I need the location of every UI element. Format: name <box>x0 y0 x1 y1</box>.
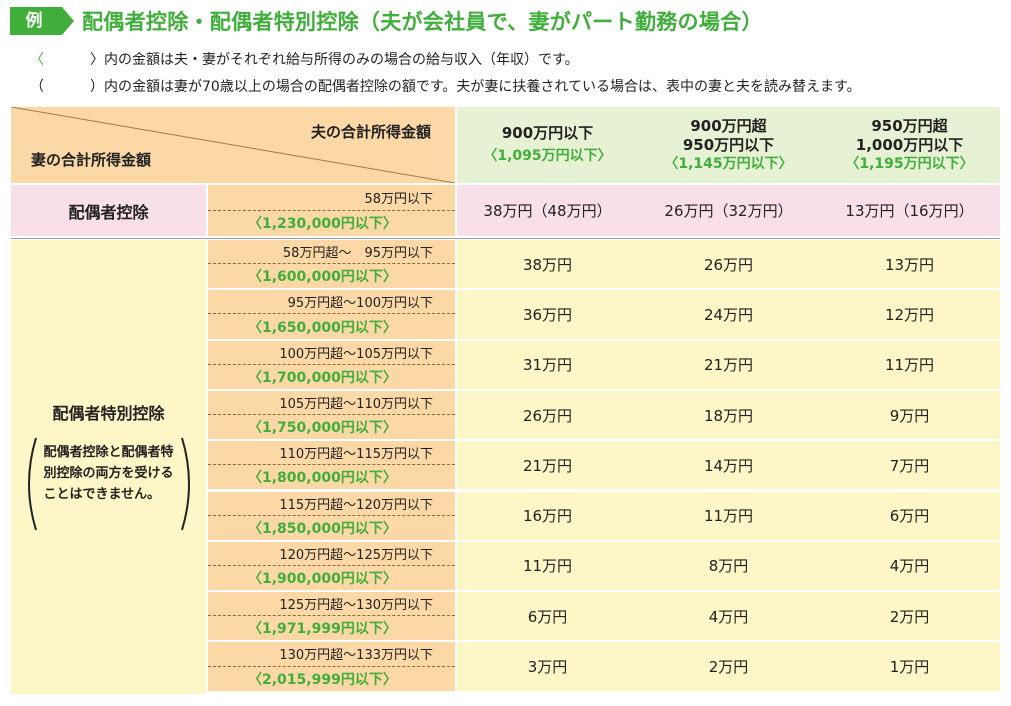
income-range-cell: 95万円超～100万円以下〈1,650,000円以下〉 <box>208 290 455 339</box>
deduction-value: 6万円 <box>457 592 638 641</box>
section-divider <box>11 238 1000 239</box>
income-range: 100万円超～105万円以下 <box>208 341 455 365</box>
deduction-value: 12万円 <box>819 290 1000 339</box>
corner-header: 夫の合計所得金額 妻の合計所得金額 <box>11 107 455 183</box>
deduction-value: 14万円 <box>638 441 819 490</box>
income-range-cell: 105万円超～110万円以下〈1,750,000円以下〉 <box>208 390 455 440</box>
income-range-cell: 110万円超～115万円以下〈1,800,000円以下〉 <box>208 441 455 490</box>
deduction-value: 36万円 <box>457 290 638 339</box>
income-range: 120万円超～125万円以下 <box>208 542 455 566</box>
income-range: 58万円超～ 95万円以下 <box>208 240 455 265</box>
income-range-cell: 100万円超～105万円以下〈1,700,000円以下〉 <box>208 340 455 389</box>
note-elderly: （ ）内の金額は妻が70歳以上の場合の配偶者控除の額です。夫が妻に扶養されている… <box>30 76 861 96</box>
column-header-line2: 950万円以下 <box>682 135 775 154</box>
column-header: 950万円超 1,000万円以下 〈1,195万円以下〉 <box>819 107 1000 183</box>
column-header-line1: 900万円以下 <box>501 124 594 142</box>
special-deduction-note-text: 配偶者控除と配偶者特別控除の両方を受けることはできません。 <box>43 445 174 502</box>
column-header: 900万円以下 〈1,095万円以下〉 <box>457 107 638 183</box>
income-range-cell: 120万円超～125万円以下〈1,900,000円以下〉 <box>208 541 455 591</box>
salary-range: 〈1,750,000円以下〉 <box>248 420 397 437</box>
deduction-value: 11万円 <box>638 491 819 540</box>
deduction-value: 9万円 <box>819 390 1000 440</box>
deduction-value: 11万円 <box>457 541 638 591</box>
deduction-value: 26万円 <box>457 390 638 440</box>
deduction-value: 18万円 <box>638 390 819 440</box>
income-range-cell: 125万円超～130万円以下〈1,971,999円以下〉 <box>208 592 455 641</box>
deduction-value: 16万円 <box>457 491 638 540</box>
deduction-value: 38万円（48万円） <box>457 185 638 236</box>
deduction-value: 6万円 <box>819 491 1000 540</box>
income-range: 58万円以下 <box>208 185 455 211</box>
column-header-line2: 1,000万円以下 <box>855 135 964 154</box>
salary-range: 〈1,800,000円以下〉 <box>248 470 397 487</box>
deduction-value: 2万円 <box>819 592 1000 641</box>
deduction-value: 38万円 <box>457 240 638 289</box>
deduction-value: 21万円 <box>638 340 819 389</box>
note-text: ）内の金額は妻が70歳以上の場合の配偶者控除の額です。夫が妻に扶養されている場合… <box>90 79 861 95</box>
salary-range: 〈1,230,000円以下〉 <box>248 216 397 233</box>
note-mark: （ <box>30 79 44 95</box>
income-range-cell: 130万円超～133万円以下〈2,015,999円以下〉 <box>208 642 455 691</box>
deduction-value: 26万円（32万円） <box>638 185 819 236</box>
deduction-value: 7万円 <box>819 441 1000 490</box>
salary-range: 〈1,900,000円以下〉 <box>248 571 397 588</box>
column-header-income: 〈1,095万円以下〉 <box>483 148 612 164</box>
deduction-value: 1万円 <box>819 642 1000 691</box>
column-header-line1: 900万円超 <box>690 116 767 135</box>
income-range-cell: 58万円以下 〈1,230,000円以下〉 <box>208 185 455 236</box>
special-deduction-label: 配偶者特別控除 <box>52 404 165 423</box>
column-header-income: 〈1,145万円以下〉 <box>664 155 793 172</box>
column-header-income: 〈1,195万円以下〉 <box>845 155 974 172</box>
deduction-value: 8万円 <box>638 541 819 591</box>
deduction-value: 4万円 <box>819 541 1000 591</box>
note-text: 〉内の金額は夫・妻がそれぞれ給与所得のみの場合の給与収入（年収）です。 <box>90 52 579 68</box>
section-header: 例 配偶者控除・配偶者特別控除（夫が会社員で、妻がパート勤務の場合） <box>10 6 763 36</box>
column-header-line1: 950万円超 <box>871 116 948 135</box>
salary-range: 〈1,850,000円以下〉 <box>248 520 397 537</box>
deduction-value: 26万円 <box>638 240 819 289</box>
income-range-cell: 58万円超～ 95万円以下〈1,600,000円以下〉 <box>208 240 455 289</box>
deduction-value: 2万円 <box>638 642 819 691</box>
salary-range: 〈2,015,999円以下〉 <box>248 671 397 688</box>
note-mark: 〈 <box>30 52 44 68</box>
deduction-value: 11万円 <box>819 340 1000 389</box>
salary-range: 〈1,650,000円以下〉 <box>248 319 397 336</box>
income-range: 125万円超～130万円以下 <box>208 592 455 617</box>
deduction-table: 夫の合計所得金額 妻の合計所得金額 900万円以下 〈1,095万円以下〉 90… <box>11 107 1000 694</box>
husband-income-label: 夫の合計所得金額 <box>310 123 431 141</box>
deduction-value: 31万円 <box>457 340 638 389</box>
deduction-value: 4万円 <box>638 592 819 641</box>
deduction-value: 3万円 <box>457 642 638 691</box>
income-range: 105万円超～110万円以下 <box>208 391 455 416</box>
deduction-value: 24万円 <box>638 290 819 339</box>
income-range: 110万円超～115万円以下 <box>208 441 455 466</box>
column-header: 900万円超 950万円以下 〈1,145万円以下〉 <box>638 107 819 183</box>
badge-label: 例 <box>25 11 43 31</box>
salary-range: 〈1,600,000円以下〉 <box>248 269 397 286</box>
note-income: 〈 〉内の金額は夫・妻がそれぞれ給与所得のみの場合の給与収入（年収）です。 <box>30 49 579 69</box>
special-deduction-label-cell: 配偶者特別控除 配偶者控除と配偶者特別控除の両方を受けることはできません。 <box>11 240 206 694</box>
deduction-value: 21万円 <box>457 441 638 490</box>
salary-range: 〈1,971,999円以下〉 <box>248 621 397 638</box>
income-range-cell: 115万円超～120万円以下〈1,850,000円以下〉 <box>208 491 455 540</box>
special-deduction-note: 配偶者控除と配偶者特別控除の両方を受けることはできません。 <box>24 434 194 534</box>
income-range: 130万円超～133万円以下 <box>208 642 455 667</box>
spouse-deduction-label: 配偶者控除 <box>11 185 206 236</box>
deduction-value: 13万円 <box>819 240 1000 289</box>
deduction-value: 13万円（16万円） <box>819 185 1000 236</box>
income-range: 115万円超～120万円以下 <box>208 492 455 516</box>
salary-range: 〈1,700,000円以下〉 <box>248 369 397 386</box>
income-range: 95万円超～100万円以下 <box>208 290 455 315</box>
wife-income-label: 妻の合計所得金額 <box>31 151 152 169</box>
example-badge: 例 <box>10 7 76 35</box>
page-title: 配偶者控除・配偶者特別控除（夫が会社員で、妻がパート勤務の場合） <box>82 10 763 34</box>
